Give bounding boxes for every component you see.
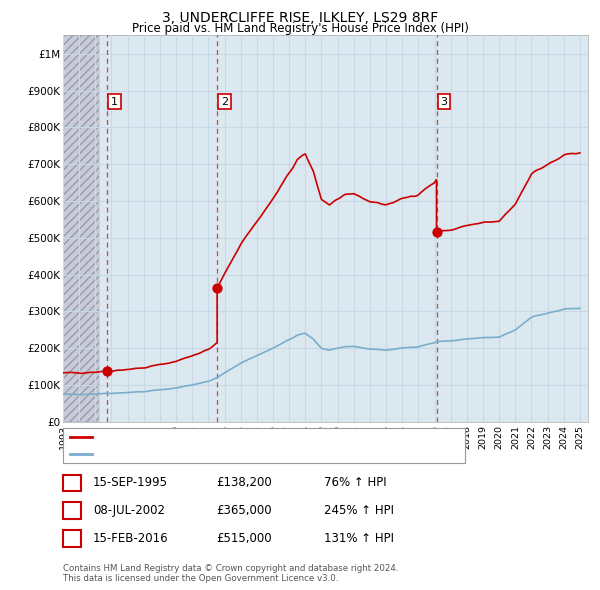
Text: 1: 1 — [68, 476, 76, 490]
Text: £365,000: £365,000 — [216, 504, 272, 517]
Text: 3: 3 — [440, 97, 448, 107]
Text: 2: 2 — [221, 97, 229, 107]
Text: £138,200: £138,200 — [216, 476, 272, 490]
Text: 2: 2 — [68, 504, 76, 517]
Text: £515,000: £515,000 — [216, 532, 272, 545]
Text: 3, UNDERCLIFFE RISE, ILKLEY, LS29 8RF: 3, UNDERCLIFFE RISE, ILKLEY, LS29 8RF — [162, 11, 438, 25]
Text: Price paid vs. HM Land Registry's House Price Index (HPI): Price paid vs. HM Land Registry's House … — [131, 22, 469, 35]
Text: 15-SEP-1995: 15-SEP-1995 — [93, 476, 168, 490]
Text: 1: 1 — [111, 97, 118, 107]
Text: 245% ↑ HPI: 245% ↑ HPI — [324, 504, 394, 517]
Text: 3, UNDERCLIFFE RISE, ILKLEY, LS29 8RF (detached house): 3, UNDERCLIFFE RISE, ILKLEY, LS29 8RF (d… — [96, 432, 397, 442]
Text: Contains HM Land Registry data © Crown copyright and database right 2024.
This d: Contains HM Land Registry data © Crown c… — [63, 563, 398, 583]
Text: HPI: Average price, detached house, Bradford: HPI: Average price, detached house, Brad… — [96, 450, 334, 459]
Text: 15-FEB-2016: 15-FEB-2016 — [93, 532, 169, 545]
Text: 131% ↑ HPI: 131% ↑ HPI — [324, 532, 394, 545]
Point — [212, 283, 222, 292]
Text: 3: 3 — [68, 532, 76, 545]
Point — [102, 366, 112, 376]
Point — [432, 228, 442, 237]
Text: 08-JUL-2002: 08-JUL-2002 — [93, 504, 165, 517]
Bar — [63, 35, 100, 422]
Text: 76% ↑ HPI: 76% ↑ HPI — [324, 476, 386, 490]
